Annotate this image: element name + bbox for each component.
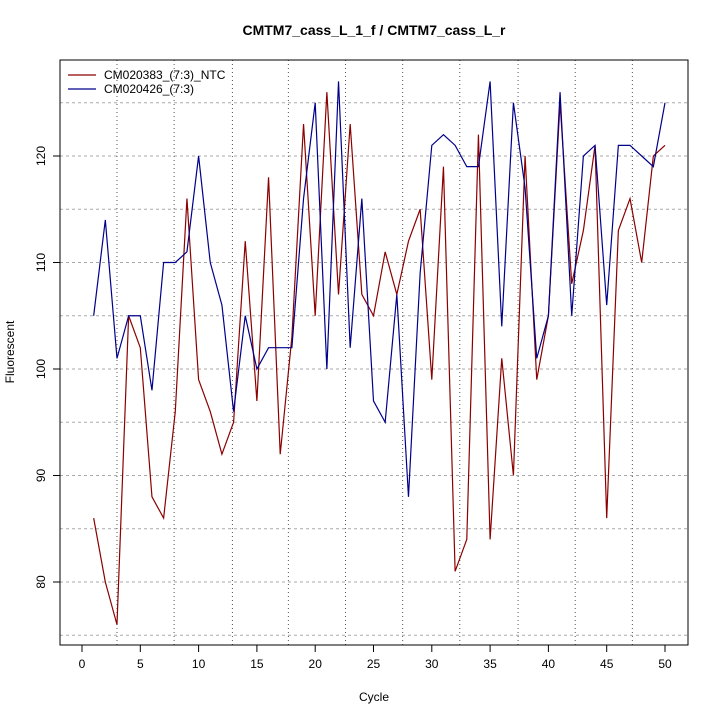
y-tick-label: 90 <box>34 469 48 483</box>
x-tick-label: 30 <box>425 657 439 671</box>
series-line <box>93 81 666 497</box>
y-tick-label: 120 <box>34 146 48 166</box>
series-line <box>93 92 666 625</box>
x-tick-label: 50 <box>658 657 672 671</box>
x-axis-label: Cycle <box>359 690 389 704</box>
legend-label: CM020383_(7:3)_NTC <box>104 68 226 82</box>
plot-frame <box>59 59 689 646</box>
x-tick-label: 25 <box>367 657 381 671</box>
x-tick-label: 20 <box>309 657 323 671</box>
grid <box>60 60 688 645</box>
x-tick-label: 10 <box>192 657 206 671</box>
x-tick-label: 35 <box>483 657 497 671</box>
x-tick-label: 5 <box>137 657 144 671</box>
chart-title: CMTM7_cass_L_1_f / CMTM7_cass_L_r <box>242 22 506 38</box>
x-tick-label: 45 <box>600 657 614 671</box>
x-tick-label: 15 <box>250 657 264 671</box>
legend-label: CM020426_(7:3) <box>104 82 194 96</box>
series-lines <box>93 81 666 625</box>
axes: 0 5 10 15 20 25 30 35 40 45 50 80 90 100 110 120 <box>34 146 672 671</box>
x-tick-label: 40 <box>542 657 556 671</box>
y-tick-label: 100 <box>34 359 48 379</box>
x-tick-label: 0 <box>79 657 86 671</box>
y-tick-label: 110 <box>34 253 48 272</box>
y-axis-label: Fluorescent <box>3 320 17 383</box>
y-tick-label: 80 <box>34 575 48 589</box>
